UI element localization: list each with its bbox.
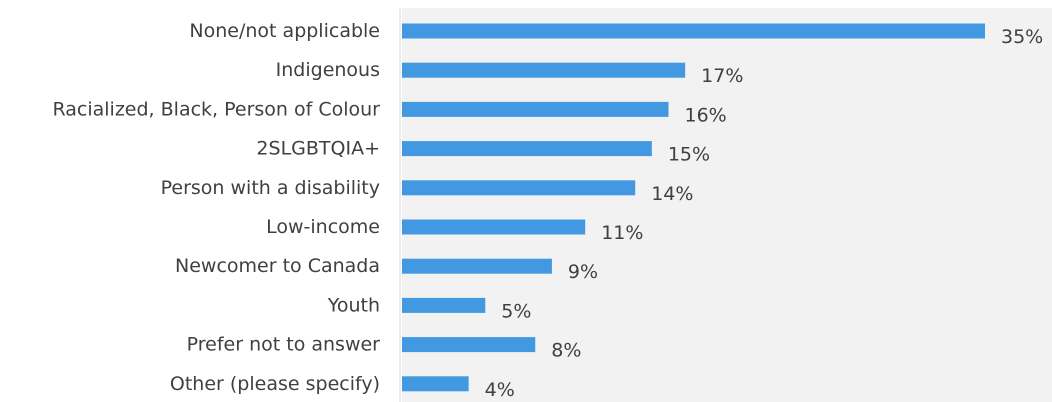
- bar: [402, 62, 686, 78]
- bars-group: [402, 23, 985, 392]
- value-label: 15%: [668, 144, 710, 166]
- category-label: None/not applicable: [189, 20, 380, 42]
- value-label: 5%: [501, 300, 531, 322]
- bar: [402, 376, 469, 392]
- bar: [402, 219, 586, 235]
- value-labels-group: 35% 17% 16% 15% 14% 11%9% 5% 8% 4%: [485, 26, 1044, 401]
- category-label: 2SLGBTQIA+: [256, 138, 380, 160]
- category-label: Indigenous: [276, 59, 380, 81]
- value-label: 9%: [568, 261, 598, 283]
- bar: [402, 297, 486, 313]
- bar: [402, 101, 669, 117]
- category-label: Person with a disability: [161, 177, 380, 199]
- bar: [402, 141, 652, 157]
- value-label: 14%: [651, 183, 693, 205]
- bar: [402, 180, 636, 196]
- bar: [402, 258, 552, 274]
- category-label: Low-income: [266, 216, 380, 238]
- value-label: 11%: [601, 222, 643, 244]
- category-label: Other (please specify): [170, 373, 380, 395]
- category-label: Newcomer to Canada: [175, 255, 380, 277]
- category-labels-group: None/not applicable Indigenous Racialized,…: [52, 20, 380, 395]
- value-label: 8%: [551, 340, 581, 362]
- category-label: Prefer not to answer: [187, 334, 381, 356]
- bar: [402, 23, 985, 39]
- value-label: 35%: [1001, 26, 1043, 48]
- bar: [402, 337, 536, 353]
- category-label: Racialized, Black, Person of Colour: [52, 98, 380, 120]
- value-label: 16%: [685, 104, 727, 126]
- category-label: Youth: [327, 294, 380, 316]
- value-label: 4%: [485, 379, 515, 401]
- value-label: 17%: [701, 65, 743, 87]
